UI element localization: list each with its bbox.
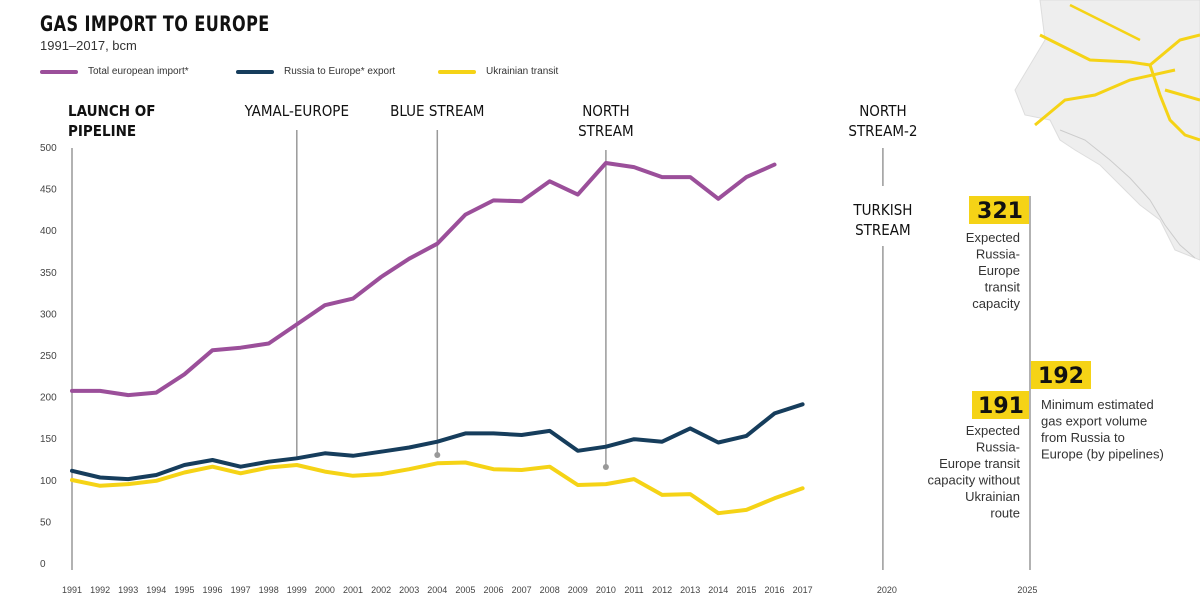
y-tick-label: 0 <box>40 559 46 570</box>
y-tick-label: 350 <box>40 268 57 279</box>
y-tick-label: 500 <box>40 143 57 154</box>
x-tick-label: 2006 <box>483 585 503 595</box>
pipeline-label-blue-stream: BLUE STREAM <box>390 102 484 120</box>
x-tick-label: 2013 <box>680 585 700 595</box>
pipeline-label-yamal: YAMAL-EUROPE <box>244 102 349 120</box>
x-tick-label: 1992 <box>90 585 110 595</box>
x-tick-label: 2010 <box>596 585 616 595</box>
pipeline-marker-dot <box>434 452 441 458</box>
value-box-321 <box>969 196 1029 224</box>
pipeline-label-launch: LAUNCH OF PIPELINE <box>68 102 155 140</box>
x-tick-label: 2007 <box>512 585 532 595</box>
x-tick-label: 2017 <box>793 585 813 595</box>
pipeline-label-turkish-stream: TURKISH STREAM <box>852 201 912 239</box>
value-192: 192 <box>1038 364 1084 389</box>
capacity-annotations: 321 Expected Russia-Europe transit capacity 1… <box>928 196 1164 570</box>
chart-title: GAS IMPORT TO EUROPE <box>40 12 270 36</box>
label-321: Expected Russia-Europe transit capacity <box>966 230 1021 311</box>
x-tick-label: 2004 <box>427 585 447 595</box>
y-tick-label: 200 <box>40 393 57 404</box>
x-tick-label: 2020 <box>877 585 897 595</box>
y-tick-label: 100 <box>40 476 57 487</box>
label-191: Expected Russia-Europe transit capacity wi… <box>928 423 1021 521</box>
series-line-2 <box>70 460 805 516</box>
legend-swatch <box>40 69 78 74</box>
europe-map-illustration <box>1014 0 1200 261</box>
chart-subtitle: 1991–2017, bcm <box>40 38 137 53</box>
x-tick-label: 1996 <box>202 585 222 595</box>
x-tick-label: 2025 <box>1017 585 1037 595</box>
pipeline-label-north-stream: NORTH STREAM <box>578 102 634 140</box>
y-tick-label: 400 <box>40 226 57 237</box>
axes: 0 50 100 150 200 250 300 350 400 450 500 1991 1992 19… <box>40 143 1037 595</box>
x-tick-label: 1993 <box>118 585 138 595</box>
series-line-1 <box>70 402 805 482</box>
x-tick-label: 2015 <box>736 585 756 595</box>
legend-swatch <box>438 69 476 74</box>
legend-swatch <box>236 69 274 74</box>
legend-item-total-import: Total european import* <box>40 66 189 77</box>
y-tick-label: 150 <box>40 434 57 445</box>
value-box-192 <box>1031 361 1091 389</box>
x-tick-label: 1994 <box>146 585 166 595</box>
x-tick-label: 2005 <box>455 585 475 595</box>
x-tick-label: 2012 <box>652 585 672 595</box>
x-tick-label: 1999 <box>287 585 307 595</box>
legend-item-russia-export: Russia to Europe* export <box>236 66 395 77</box>
value-box-191 <box>972 391 1029 419</box>
y-tick-label: 250 <box>40 351 57 362</box>
x-tick-label: 2009 <box>568 585 588 595</box>
legend-label: Total european import* <box>88 66 189 77</box>
legend-item-ukrainian-transit: Ukrainian transit <box>438 66 558 77</box>
value-321: 321 <box>977 199 1023 224</box>
x-tick-label: 2001 <box>343 585 363 595</box>
x-tick-label: 1997 <box>231 585 251 595</box>
x-tick-label: 1995 <box>174 585 194 595</box>
x-tick-label: 2016 <box>764 585 784 595</box>
x-tick-label: 2003 <box>399 585 419 595</box>
y-tick-label: 450 <box>40 185 57 196</box>
x-tick-label: 1991 <box>62 585 82 595</box>
value-191: 191 <box>978 394 1024 419</box>
series-lines <box>70 161 805 516</box>
pipeline-label-north-stream-2: NORTH STREAM-2 <box>848 102 917 140</box>
y-tick-label: 50 <box>40 517 52 528</box>
x-tick-label: 2011 <box>624 585 643 595</box>
legend-label: Ukrainian transit <box>486 66 559 77</box>
legend-label: Russia to Europe* export <box>284 66 396 77</box>
series-line-0 <box>70 161 777 398</box>
label-192: Minimum estimated gas export volume from R… <box>1041 397 1164 462</box>
x-tick-label: 2008 <box>540 585 560 595</box>
x-tick-label: 1998 <box>259 585 279 595</box>
x-tick-label: 2014 <box>708 585 728 595</box>
y-tick-label: 300 <box>40 309 57 320</box>
pipeline-markers: LAUNCH OF PIPELINE YAMAL-EUROPE BLUE STREAM… <box>68 102 917 570</box>
pipeline-marker-dot <box>602 464 609 470</box>
x-tick-label: 2000 <box>315 585 335 595</box>
legend: Total european import* Russia to Europe*… <box>40 66 600 82</box>
x-tick-label: 2002 <box>371 585 391 595</box>
